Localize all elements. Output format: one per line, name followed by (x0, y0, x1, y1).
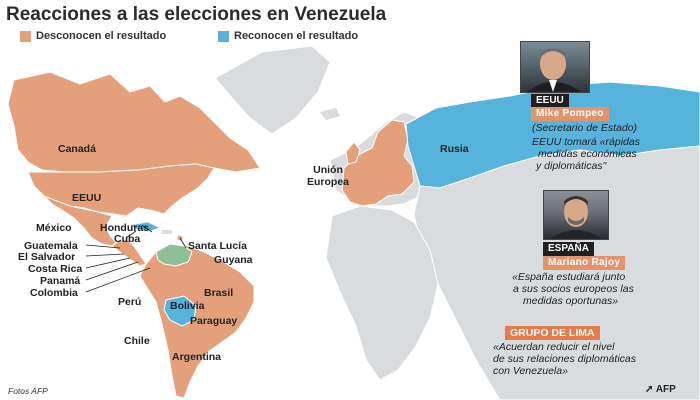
label-santa-lucia: Santa Lucía (188, 240, 247, 252)
quote-espana-line-2: a sus socios europeos las (513, 283, 634, 295)
africa-shape (325, 205, 439, 381)
label-union-europea: Unión Europea (306, 164, 349, 188)
afp-arrow-icon: ➚ (645, 384, 654, 395)
label-peru: Perú (118, 296, 142, 308)
label-brasil: Brasil (204, 287, 234, 299)
page-title: Reacciones a las elecciones en Venezuela (6, 4, 387, 25)
quote-lima-line-2: de sus relaciones diplomáticas (493, 353, 636, 365)
photo-pompeo (520, 41, 590, 93)
photo-credit: Fotos AFP (8, 386, 48, 396)
greenland (214, 45, 331, 135)
tag-country-espana: ESPAÑA (543, 242, 594, 256)
label-guatemala: Guatemala (24, 240, 78, 252)
label-eeuu: EEUU (72, 192, 102, 204)
south-america-shape (139, 243, 255, 399)
quote-espana-line-3: medidas oportunas» (523, 295, 619, 307)
legend-label-reject: Desconocen el resultado (36, 30, 167, 42)
label-cuba: Cuba (114, 233, 141, 245)
label-bolivia: Bolivia (170, 300, 205, 312)
venezuela-shape (155, 243, 193, 267)
bolivia-shape (163, 295, 197, 327)
legend-swatch-reject (20, 30, 31, 42)
cuba-shape (128, 221, 162, 232)
canada-shape (7, 71, 261, 173)
legend-item-recognize: Reconocen el resultado (218, 30, 358, 42)
label-mexico: México (36, 222, 72, 234)
eu-shape (341, 119, 415, 207)
role-pompeo: (Secretario de Estado) (532, 122, 638, 134)
legend-swatch-recognize (218, 30, 229, 42)
tag-person-rajoy: Mariano Rajoy (543, 256, 626, 270)
legend-item-reject: Desconocen el resultado (20, 30, 166, 42)
rajoy-portrait-icon (550, 196, 602, 239)
central-america-shape (111, 239, 147, 267)
uk-shape (345, 141, 361, 165)
afp-logo-text: AFP (655, 384, 676, 395)
label-canada: Canadá (58, 143, 96, 155)
label-paraguay: Paraguay (190, 315, 238, 327)
label-guyana: Guyana (214, 254, 253, 266)
label-costa-rica: Costa Rica (28, 263, 83, 275)
quote-eeuu-line-3: y diplomáticas" (536, 160, 607, 172)
label-el-salvador: El Salvador (18, 251, 76, 263)
quote-lima-line-1: «Acuerdan reducir el nivel (493, 341, 615, 353)
label-chile: Chile (124, 335, 150, 347)
leader-lines (85, 224, 187, 293)
iceland-shape (320, 108, 340, 120)
tag-grupo-de-lima: GRUPO DE LIMA (505, 326, 600, 340)
pompeo-portrait-icon (527, 48, 581, 92)
tag-country-eeuu: EEUU (531, 94, 569, 108)
legend-label-recognize: Reconocen el resultado (234, 30, 359, 42)
label-rusia: Rusia (440, 143, 469, 155)
hispaniola-shape (162, 230, 172, 234)
label-panama: Panamá (40, 275, 81, 287)
tag-person-pompeo: Mike Pompeo (531, 107, 609, 121)
photo-rajoy (543, 190, 609, 240)
quote-lima-line-3: con Venezuela» (493, 365, 568, 377)
quote-eeuu-line-1: EEUU tomará «rápidas (532, 136, 640, 148)
label-colombia: Colombia (30, 287, 78, 299)
quote-espana-line-1: «España estudiará junto (512, 271, 626, 283)
label-argentina: Argentina (172, 351, 222, 363)
afp-logo: ➚ AFP (645, 384, 676, 395)
quote-eeuu-line-2: medidas económicas (538, 148, 637, 160)
label-honduras: Honduras (100, 222, 150, 234)
